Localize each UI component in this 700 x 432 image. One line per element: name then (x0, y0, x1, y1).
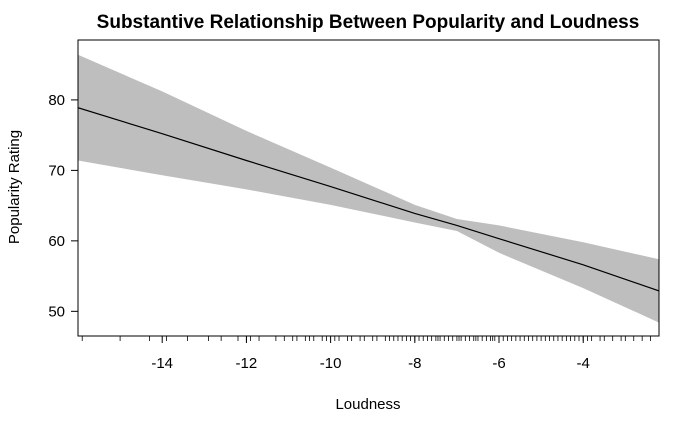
y-axis-label: Popularity Rating (6, 130, 23, 244)
x-axis: -14 -12 -10 -8 -6 -4 (151, 336, 590, 372)
x-tick-label: -4 (577, 355, 590, 372)
x-tick-label: -12 (236, 355, 258, 372)
plot-area (78, 54, 659, 323)
x-tick-label: -10 (320, 355, 342, 372)
y-tick-label: 60 (48, 233, 65, 250)
y-axis: 50 60 70 80 (48, 92, 78, 320)
x-tick-label: -6 (492, 355, 505, 372)
fitted-line (78, 107, 659, 292)
x-tick-label: -14 (151, 355, 173, 372)
chart-title: Substantive Relationship Between Popular… (97, 12, 640, 33)
x-axis-label: Loudness (335, 396, 400, 413)
plot-frame (77, 39, 660, 337)
rug (81, 336, 651, 341)
x-tick-label: -8 (408, 355, 421, 372)
y-tick-label: 70 (48, 162, 65, 179)
y-tick-label: 50 (48, 303, 65, 320)
confidence-band (78, 54, 659, 323)
y-tick-label: 80 (48, 92, 65, 109)
